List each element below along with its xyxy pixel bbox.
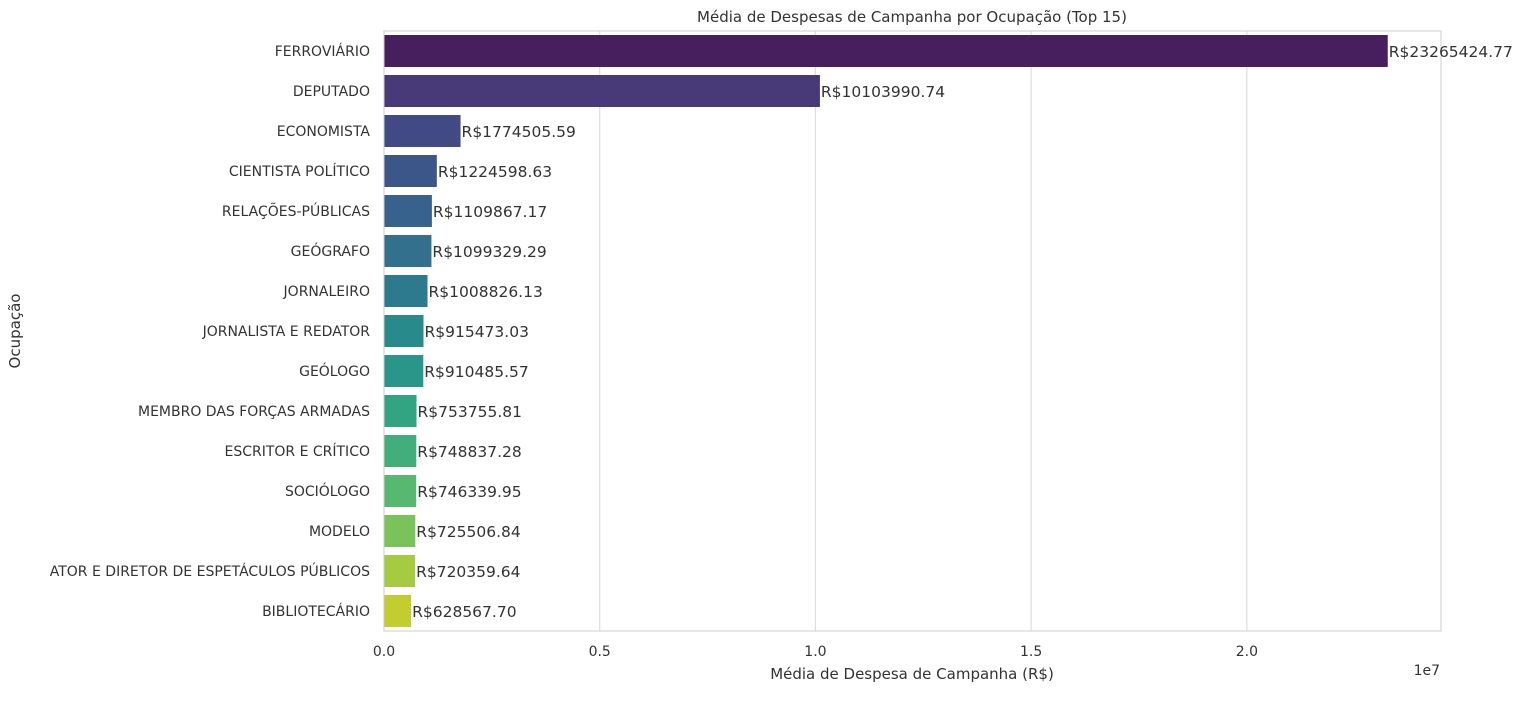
category-label: BIBLIOTECÁRIO (262, 603, 370, 620)
bars (384, 35, 1388, 627)
bar (384, 35, 1388, 67)
category-label: ESCRITOR E CRÍTICO (224, 443, 370, 460)
bar (384, 315, 424, 347)
data-label: R$23265424.77 (1389, 43, 1513, 61)
data-label: R$1008826.13 (429, 283, 543, 301)
bar (384, 595, 412, 627)
data-labels: R$23265424.77 R$10103990.74 R$1774505.59 R$… (412, 43, 1513, 621)
bar (384, 435, 417, 467)
category-label: DEPUTADO (293, 84, 370, 100)
category-label: RELAÇÕES-PÚBLICAS (222, 202, 370, 220)
data-label: R$628567.70 (412, 603, 516, 621)
bar (384, 155, 437, 187)
category-label: ECONOMISTA (277, 124, 371, 140)
x-tick-label: 1.0 (804, 644, 826, 660)
x-tick-labels: 0.0 0.5 1.0 1.5 2.0 (373, 644, 1258, 660)
data-label: R$1224598.63 (438, 163, 552, 181)
data-label: R$1099329.29 (432, 243, 546, 261)
category-label: GEÓLOGO (299, 362, 370, 380)
data-label: R$1109867.17 (433, 203, 547, 221)
bar (384, 355, 424, 387)
x-tick-label: 0.5 (589, 644, 611, 660)
bar (384, 555, 416, 587)
plot-frame (383, 30, 1442, 632)
data-label: R$10103990.74 (821, 83, 945, 101)
data-label: R$746339.95 (417, 483, 521, 501)
category-label: SOCIÓLOGO (285, 482, 370, 500)
category-label: CIENTISTA POLÍTICO (229, 163, 370, 180)
bar (384, 395, 417, 427)
bar (384, 235, 432, 267)
data-label: R$910485.57 (424, 363, 528, 381)
data-label: R$720359.64 (416, 563, 520, 581)
data-label: R$748837.28 (417, 443, 521, 461)
category-label: MODELO (309, 524, 370, 540)
x-tick-label: 2.0 (1236, 644, 1258, 660)
bar (384, 515, 416, 547)
grid-lines (599, 31, 1248, 631)
y-axis-label: Ocupação (6, 294, 24, 369)
bar (384, 275, 428, 307)
bar (384, 75, 820, 107)
chart-title: Média de Despesas de Campanha por Ocupaç… (697, 8, 1127, 26)
x-tick-label: 1.5 (1020, 644, 1042, 660)
category-label: GEÓGRAFO (291, 242, 370, 260)
category-label: MEMBRO DAS FORÇAS ARMADAS (138, 404, 370, 420)
bar (384, 195, 432, 227)
bar (384, 475, 417, 507)
data-label: R$753755.81 (418, 403, 522, 421)
category-label: ATOR E DIRETOR DE ESPETÁCULOS PÚBLICOS (50, 562, 370, 580)
category-label: JORNALEIRO (283, 284, 370, 300)
data-label: R$725506.84 (416, 523, 520, 541)
category-label: JORNALISTA E REDATOR (202, 324, 371, 340)
category-labels: FERROVIÁRIO DEPUTADO ECONOMISTA CIENTISTA P… (50, 43, 371, 620)
category-label: FERROVIÁRIO (275, 43, 370, 60)
x-tick-label: 0.0 (373, 644, 395, 660)
data-label: R$1774505.59 (462, 123, 576, 141)
bar (384, 115, 461, 147)
data-label: R$915473.03 (424, 323, 528, 341)
x-axis-label: Média de Despesa de Campanha (R$) (770, 665, 1054, 683)
x-axis-offset-label: 1e7 (1414, 663, 1440, 679)
